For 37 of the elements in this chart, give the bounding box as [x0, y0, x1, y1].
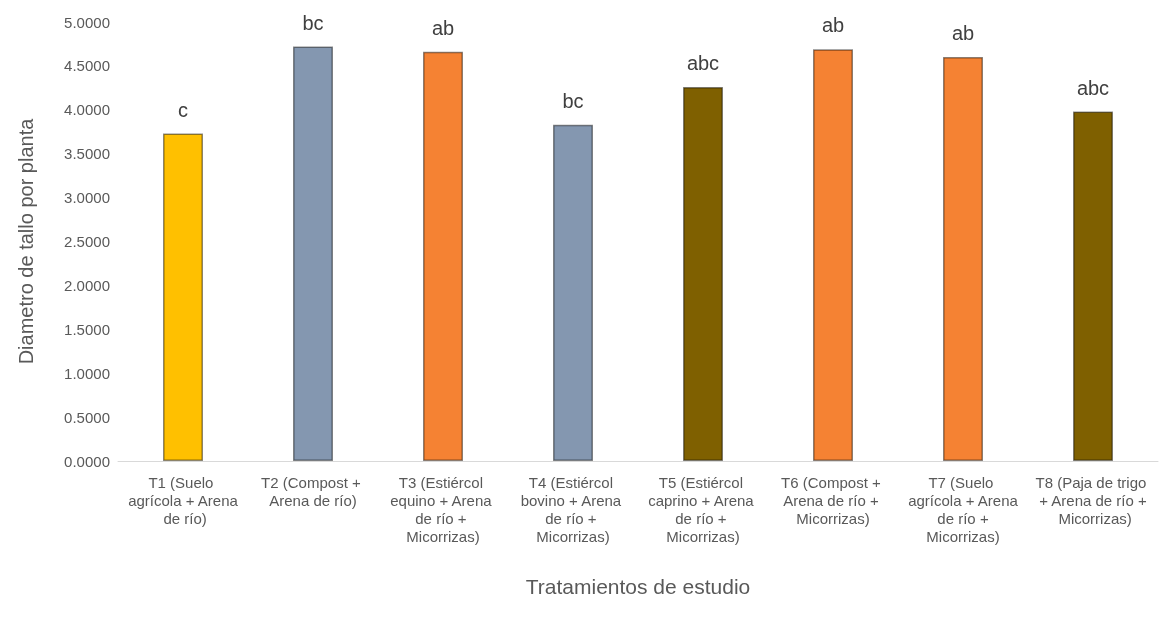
x-tick-label: T5 (Estiércol caprino + Arena de río + Micorrizas): [648, 473, 758, 545]
annotation: bc: [302, 11, 324, 34]
y-tick-label: 3.5000: [64, 145, 110, 163]
y-tick-label: 1.5000: [64, 320, 110, 338]
annotation: bc: [562, 89, 584, 112]
bar: [683, 86, 723, 461]
bar: [423, 51, 463, 461]
annotation: ab: [431, 16, 455, 39]
x-tick-label: T4 (Estiércol bovino + Arena de río + Micorrizas): [520, 473, 626, 545]
x-tick-label: T8 (Paja de trigo + Arena de río + Micorrizas): [1035, 473, 1151, 527]
x-tick-label: T2 (Compost + Arena de río): [261, 473, 365, 509]
y-tick-label: 4.0000: [64, 101, 110, 119]
x-tick-label: T7 (Suelo agrícola + Arena de río + Micorrizas): [908, 473, 1019, 545]
bar: [553, 124, 593, 461]
bar: [943, 57, 983, 461]
annotation: ab: [821, 14, 845, 37]
annotation: c: [178, 98, 188, 121]
y-tick-label: 5.0000: [64, 13, 110, 31]
annotation: abc: [686, 51, 720, 74]
x-axis-title: Tratamientos de estudio: [525, 575, 751, 598]
annotation: abc: [1076, 76, 1110, 99]
y-tick-label: 3.0000: [64, 189, 110, 207]
y-tick-label: 0.0000: [64, 452, 110, 470]
y-axis-title: Diametro de tallo por planta: [15, 117, 37, 365]
bar: [813, 49, 853, 461]
annotation: ab: [951, 22, 975, 45]
y-tick-label: 2.0000: [64, 276, 110, 294]
x-tick-label: T3 (Estiércol equino + Arena de río + Micorrizas): [390, 473, 496, 545]
x-tick-label: T6 (Compost + Arena de río + Micorrizas): [781, 473, 885, 527]
bar: [163, 133, 203, 461]
y-tick-label: 1.0000: [64, 364, 110, 382]
y-tick-label: 2.5000: [64, 233, 110, 250]
y-tick-label: 4.5000: [64, 57, 110, 75]
x-tick-label: T1 (Suelo agrícola + Arena de río): [128, 473, 239, 527]
bar: [293, 46, 333, 461]
y-tick-label: 0.5000: [64, 408, 110, 426]
bar: [1073, 111, 1113, 461]
